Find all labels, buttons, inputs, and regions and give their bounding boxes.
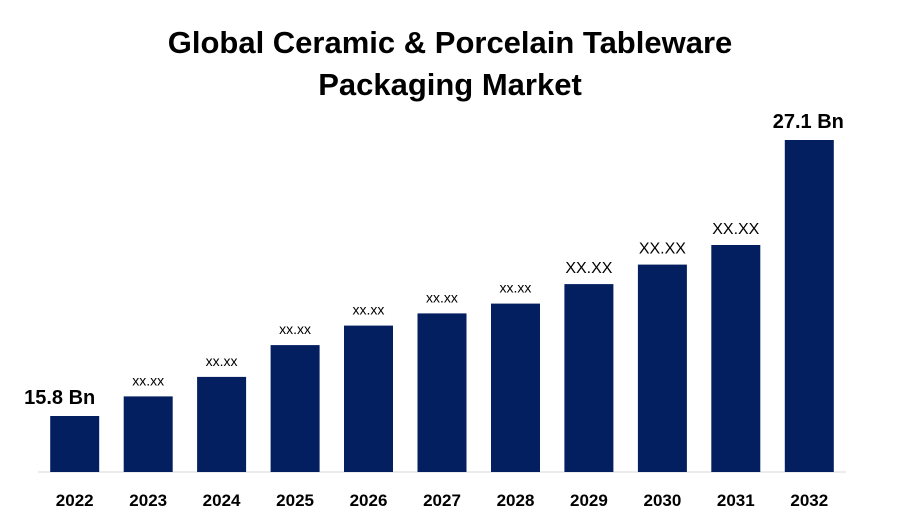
- x-tick-label-2023: 2023: [129, 491, 167, 510]
- x-tick-label-2030: 2030: [643, 491, 681, 510]
- data-label-2022: 15.8 Bn: [24, 387, 95, 409]
- bar-2031: [711, 245, 761, 472]
- bar-2026: [344, 325, 393, 472]
- bar-2022: [50, 416, 100, 472]
- x-tick-label-2032: 2032: [790, 491, 828, 510]
- data-label-2029: XX.XX: [565, 260, 612, 277]
- bar-2024: [197, 376, 247, 472]
- bar-2027: [417, 313, 467, 472]
- x-tick-label-2027: 2027: [423, 491, 461, 510]
- x-tick-label-2028: 2028: [497, 491, 535, 510]
- bar-2029: [564, 284, 614, 472]
- data-label-2026: xx.xx: [353, 302, 385, 318]
- data-label-2027: xx.xx: [426, 289, 458, 305]
- data-label-2023: xx.xx: [132, 372, 164, 388]
- bar-2028: [491, 303, 540, 472]
- x-tick-label-2022: 2022: [56, 491, 94, 510]
- bars-group: [50, 140, 834, 472]
- chart-title-line-2: Packaging Market: [318, 67, 582, 102]
- x-tick-label-2025: 2025: [276, 491, 314, 510]
- x-tick-label-2024: 2024: [203, 491, 241, 510]
- x-tick-label-2026: 2026: [350, 491, 388, 510]
- chart-title: Global Ceramic & Porcelain Tableware Pac…: [0, 22, 900, 106]
- data-label-2024: xx.xx: [206, 353, 238, 369]
- bar-2025: [270, 345, 320, 472]
- data-label-2032: 27.1 Bn: [773, 111, 844, 133]
- x-tick-labels-group: 2022 2023 2024 2025 2026 2027 2028 2029 2030 2031…: [56, 491, 828, 510]
- x-tick-label-2029: 2029: [570, 491, 608, 510]
- data-label-2025: xx.xx: [279, 321, 311, 337]
- data-labels-group: 15.8 Bn xx.xx xx.xx xx.xx xx.xx xx.xx xx.xx XX.…: [24, 111, 844, 409]
- chart-title-line-1: Global Ceramic & Porcelain Tableware: [167, 25, 733, 60]
- bar-2023: [123, 396, 173, 472]
- data-label-2028: xx.xx: [500, 280, 532, 296]
- data-label-2030: XX.XX: [639, 241, 686, 258]
- x-tick-label-2031: 2031: [717, 491, 755, 510]
- bar-2030: [637, 264, 687, 472]
- bar-2032: [784, 140, 834, 472]
- data-label-2031: XX.XX: [712, 221, 759, 238]
